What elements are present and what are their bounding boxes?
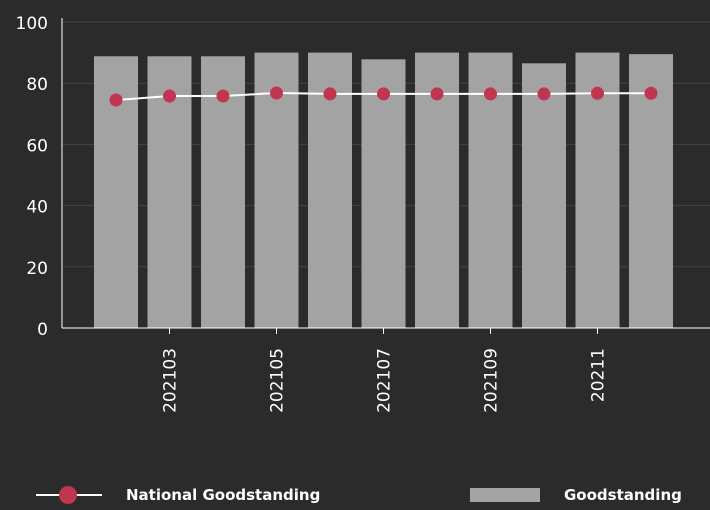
legend-item-national-goodstanding: National Goodstanding — [36, 483, 320, 507]
legend-line-marker — [36, 485, 102, 505]
y-tick-label: 40 — [26, 198, 48, 218]
line-point — [644, 86, 658, 100]
legend-label-national-goodstanding: National Goodstanding — [126, 486, 321, 504]
bar — [522, 63, 566, 329]
line-point — [591, 86, 604, 100]
line-point — [430, 87, 444, 101]
x-tick-label: 202109 — [482, 348, 502, 413]
line-point — [484, 87, 497, 101]
line-point — [216, 89, 230, 103]
legend-bar-marker — [470, 488, 540, 502]
line-point — [323, 87, 337, 101]
line-point — [163, 89, 176, 103]
line-point — [109, 93, 123, 107]
x-tick-label: 20211 — [589, 348, 609, 402]
x-tick-label: 202105 — [268, 348, 288, 413]
y-tick-label: 60 — [26, 136, 48, 156]
x-tick-label: 202103 — [161, 348, 181, 413]
line-point — [537, 87, 551, 101]
line-point — [377, 87, 390, 101]
y-tick-label: 80 — [26, 75, 48, 95]
bar — [361, 59, 406, 328]
legend-item-goodstanding: Goodstanding — [470, 483, 682, 507]
y-tick-label: 0 — [37, 320, 48, 340]
x-tick-label: 202107 — [375, 348, 395, 413]
legend-label-goodstanding: Goodstanding — [564, 486, 682, 504]
y-tick-label: 100 — [16, 14, 48, 34]
y-tick-label: 20 — [26, 259, 48, 279]
line-point — [270, 86, 283, 100]
